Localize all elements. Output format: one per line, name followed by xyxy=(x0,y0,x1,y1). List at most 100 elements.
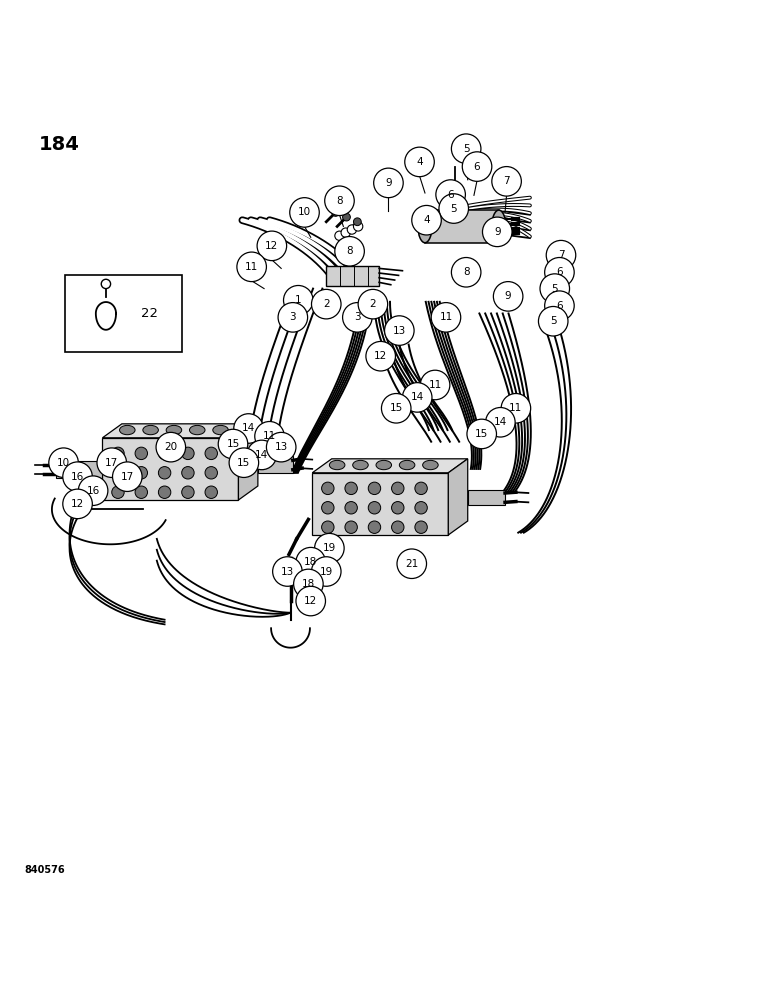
Circle shape xyxy=(311,557,341,586)
Circle shape xyxy=(237,252,267,282)
Bar xyxy=(468,490,505,505)
Circle shape xyxy=(405,147,434,177)
Text: 13: 13 xyxy=(281,567,294,577)
Text: 9: 9 xyxy=(505,291,512,301)
Ellipse shape xyxy=(376,460,392,470)
Circle shape xyxy=(321,521,334,533)
Circle shape xyxy=(283,285,313,315)
Text: 10: 10 xyxy=(57,458,70,468)
Circle shape xyxy=(368,482,381,495)
Text: 184: 184 xyxy=(39,135,80,154)
Circle shape xyxy=(205,486,218,498)
Circle shape xyxy=(486,408,515,437)
Circle shape xyxy=(293,569,323,599)
Circle shape xyxy=(247,440,277,470)
Text: 18: 18 xyxy=(304,557,317,567)
Circle shape xyxy=(381,394,411,423)
Circle shape xyxy=(544,258,574,287)
Text: 15: 15 xyxy=(389,403,402,413)
Circle shape xyxy=(112,486,124,498)
Circle shape xyxy=(467,419,497,449)
Circle shape xyxy=(494,282,523,311)
Text: 11: 11 xyxy=(245,262,258,272)
Circle shape xyxy=(182,486,194,498)
Text: 5: 5 xyxy=(463,144,470,154)
Ellipse shape xyxy=(492,210,505,243)
Text: 6: 6 xyxy=(447,190,454,200)
Text: 5: 5 xyxy=(551,284,558,294)
Text: 18: 18 xyxy=(302,579,315,589)
Circle shape xyxy=(97,448,126,477)
Circle shape xyxy=(368,502,381,514)
Ellipse shape xyxy=(329,460,345,470)
Text: 5: 5 xyxy=(550,316,556,326)
Circle shape xyxy=(353,222,363,231)
Circle shape xyxy=(321,482,334,495)
Circle shape xyxy=(439,194,469,223)
Bar xyxy=(258,456,292,473)
Bar xyxy=(425,210,499,243)
Bar xyxy=(56,461,102,478)
Circle shape xyxy=(436,180,466,209)
Circle shape xyxy=(218,429,248,459)
Circle shape xyxy=(397,549,427,578)
Text: 17: 17 xyxy=(105,458,119,468)
Circle shape xyxy=(347,225,356,234)
Text: 4: 4 xyxy=(424,215,430,225)
Circle shape xyxy=(101,279,111,289)
Text: 11: 11 xyxy=(509,403,523,413)
Circle shape xyxy=(420,370,450,400)
Ellipse shape xyxy=(190,425,205,435)
Circle shape xyxy=(135,467,147,479)
Circle shape xyxy=(544,291,574,320)
Circle shape xyxy=(158,467,171,479)
Circle shape xyxy=(135,447,147,460)
Polygon shape xyxy=(239,424,258,500)
Circle shape xyxy=(314,533,344,563)
Bar xyxy=(65,275,182,352)
Text: 15: 15 xyxy=(237,458,250,468)
Circle shape xyxy=(345,521,357,533)
Circle shape xyxy=(182,447,194,460)
Circle shape xyxy=(415,521,427,533)
Circle shape xyxy=(345,502,357,514)
Circle shape xyxy=(156,432,186,462)
Text: 15: 15 xyxy=(226,439,239,449)
Text: 840576: 840576 xyxy=(25,865,66,875)
Circle shape xyxy=(392,521,404,533)
Text: 4: 4 xyxy=(417,157,423,167)
Circle shape xyxy=(182,467,194,479)
Text: 1: 1 xyxy=(295,295,302,305)
Text: 19: 19 xyxy=(323,543,336,553)
Ellipse shape xyxy=(143,425,158,435)
Text: 11: 11 xyxy=(263,431,276,441)
Circle shape xyxy=(452,134,481,163)
Text: 5: 5 xyxy=(450,204,457,214)
Polygon shape xyxy=(102,438,239,500)
Circle shape xyxy=(402,383,432,412)
Circle shape xyxy=(205,447,218,460)
Polygon shape xyxy=(448,459,468,535)
Circle shape xyxy=(415,482,427,495)
Text: 2: 2 xyxy=(370,299,376,309)
Polygon shape xyxy=(102,424,258,438)
Text: 12: 12 xyxy=(304,596,317,606)
Circle shape xyxy=(205,467,218,479)
Ellipse shape xyxy=(353,460,368,470)
Circle shape xyxy=(540,274,569,303)
Ellipse shape xyxy=(166,425,182,435)
Circle shape xyxy=(78,476,108,505)
Circle shape xyxy=(112,447,124,460)
Text: 6: 6 xyxy=(473,162,480,172)
Circle shape xyxy=(353,218,361,226)
Circle shape xyxy=(112,462,142,491)
Circle shape xyxy=(267,432,296,462)
Circle shape xyxy=(412,205,441,235)
Circle shape xyxy=(374,168,403,198)
Text: 13: 13 xyxy=(392,326,406,336)
Text: 12: 12 xyxy=(71,499,84,509)
Circle shape xyxy=(345,482,357,495)
Bar xyxy=(326,266,379,286)
Text: 7: 7 xyxy=(503,176,510,186)
Text: 12: 12 xyxy=(374,351,388,361)
